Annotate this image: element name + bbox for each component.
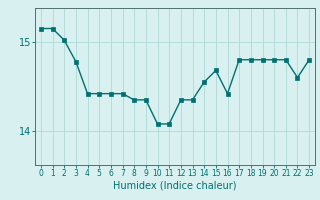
X-axis label: Humidex (Indice chaleur): Humidex (Indice chaleur) [113, 181, 237, 191]
